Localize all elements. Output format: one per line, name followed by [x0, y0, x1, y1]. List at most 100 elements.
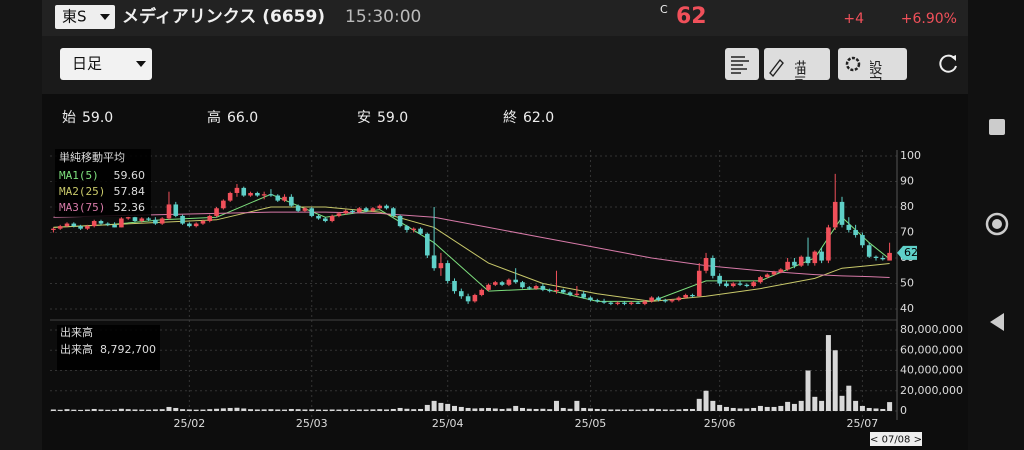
candle-body	[805, 256, 811, 264]
candle-body	[377, 205, 383, 209]
candle-body	[520, 282, 525, 288]
dropdown-icon	[100, 14, 110, 20]
candle-body	[465, 296, 471, 302]
legend-value: 52.36	[114, 201, 146, 214]
market-select[interactable]	[55, 5, 115, 29]
volume-bar	[363, 409, 369, 411]
price-tag	[897, 245, 917, 260]
volume-bar	[601, 409, 607, 411]
volume-bar	[642, 409, 648, 411]
candle-body	[601, 301, 607, 303]
volume-tick-label: 80,000,000	[900, 323, 963, 336]
volume-bar	[791, 403, 797, 411]
candle-body	[159, 218, 165, 224]
candle-body	[860, 235, 865, 246]
y-tick-label: 100	[900, 149, 921, 162]
volume-bar	[744, 408, 750, 411]
settings-button[interactable]	[838, 48, 907, 80]
candle-body	[690, 294, 695, 297]
home-dot	[992, 219, 1002, 229]
volume-bar	[519, 407, 525, 411]
volume-bar	[655, 409, 661, 411]
volume-bar	[91, 408, 97, 411]
change-pct: +6.90%	[901, 11, 957, 27]
candle-body	[146, 218, 151, 220]
pencil-icon	[769, 58, 784, 78]
candle-body	[384, 205, 389, 209]
volume-bar	[404, 408, 410, 411]
candle-body	[445, 263, 451, 281]
volume-bar	[805, 370, 811, 411]
candle-body	[289, 196, 294, 206]
candle-body	[248, 192, 253, 196]
candle-body	[187, 223, 192, 227]
candle-body	[397, 215, 403, 227]
volume-bar	[730, 407, 736, 411]
volume-bar	[479, 408, 485, 411]
candle-body	[255, 192, 260, 196]
candle-body	[853, 229, 858, 236]
volume-bar	[547, 409, 553, 411]
volume-tick-label: 20,000,000	[900, 384, 963, 397]
candle-body	[533, 286, 539, 289]
candle-body	[724, 283, 729, 287]
volume-bar	[431, 400, 437, 411]
volume-bar	[499, 408, 505, 411]
volume-bar	[200, 409, 206, 411]
draw-button[interactable]	[764, 48, 830, 80]
volume-bar	[166, 406, 172, 411]
volume-bar	[207, 409, 213, 411]
volume-bar	[322, 409, 328, 411]
volume-bar	[594, 408, 600, 411]
ohlc-value: 62.0	[523, 110, 554, 126]
volume-bar	[689, 408, 695, 411]
volume-bar	[683, 408, 689, 411]
volume-bar	[268, 409, 274, 411]
volume-bar	[560, 407, 566, 411]
y-tick-label: 80	[900, 200, 914, 213]
candle-body	[343, 210, 349, 214]
volume-bar	[125, 409, 131, 411]
period-select[interactable]	[60, 48, 152, 80]
candle-body	[771, 272, 777, 275]
candle-body	[173, 204, 179, 216]
volume-bar	[458, 406, 464, 411]
candle-body	[391, 208, 396, 216]
candle-body	[51, 228, 56, 230]
volume-bar	[513, 405, 519, 411]
candle-body	[418, 228, 423, 234]
candle-body	[615, 302, 620, 304]
volume-bar	[411, 409, 417, 411]
candle-body	[112, 224, 117, 228]
home-button[interactable]	[985, 212, 1009, 236]
ohlc-value: 59.0	[82, 110, 113, 126]
volume-bar	[778, 405, 784, 411]
volume-bar	[635, 409, 641, 411]
refresh-icon[interactable]	[939, 54, 957, 73]
candle-body	[744, 284, 750, 287]
ohlc-label: 始	[62, 110, 76, 126]
period: 日足	[72, 55, 102, 73]
volume-bar	[649, 408, 655, 411]
candle-body	[792, 261, 797, 266]
volume-bar	[574, 400, 580, 411]
candle-body	[350, 210, 355, 213]
candle-body	[642, 301, 648, 304]
volume-bar	[309, 409, 315, 411]
legend-value: 57.84	[114, 185, 146, 198]
candle-body	[812, 251, 818, 264]
volume-bar	[98, 409, 104, 411]
candle-body	[785, 261, 790, 270]
volume-bar	[859, 405, 865, 411]
candle-body	[703, 258, 709, 271]
indicator-button[interactable]	[725, 48, 759, 80]
candle-body	[472, 294, 478, 302]
change: +4	[843, 11, 864, 27]
candle-body	[499, 282, 505, 285]
volume-bar	[84, 409, 90, 411]
recent-button[interactable]	[989, 119, 1005, 135]
candle-body	[207, 215, 213, 222]
back-button[interactable]	[990, 313, 1004, 331]
volume-bar	[173, 407, 179, 411]
